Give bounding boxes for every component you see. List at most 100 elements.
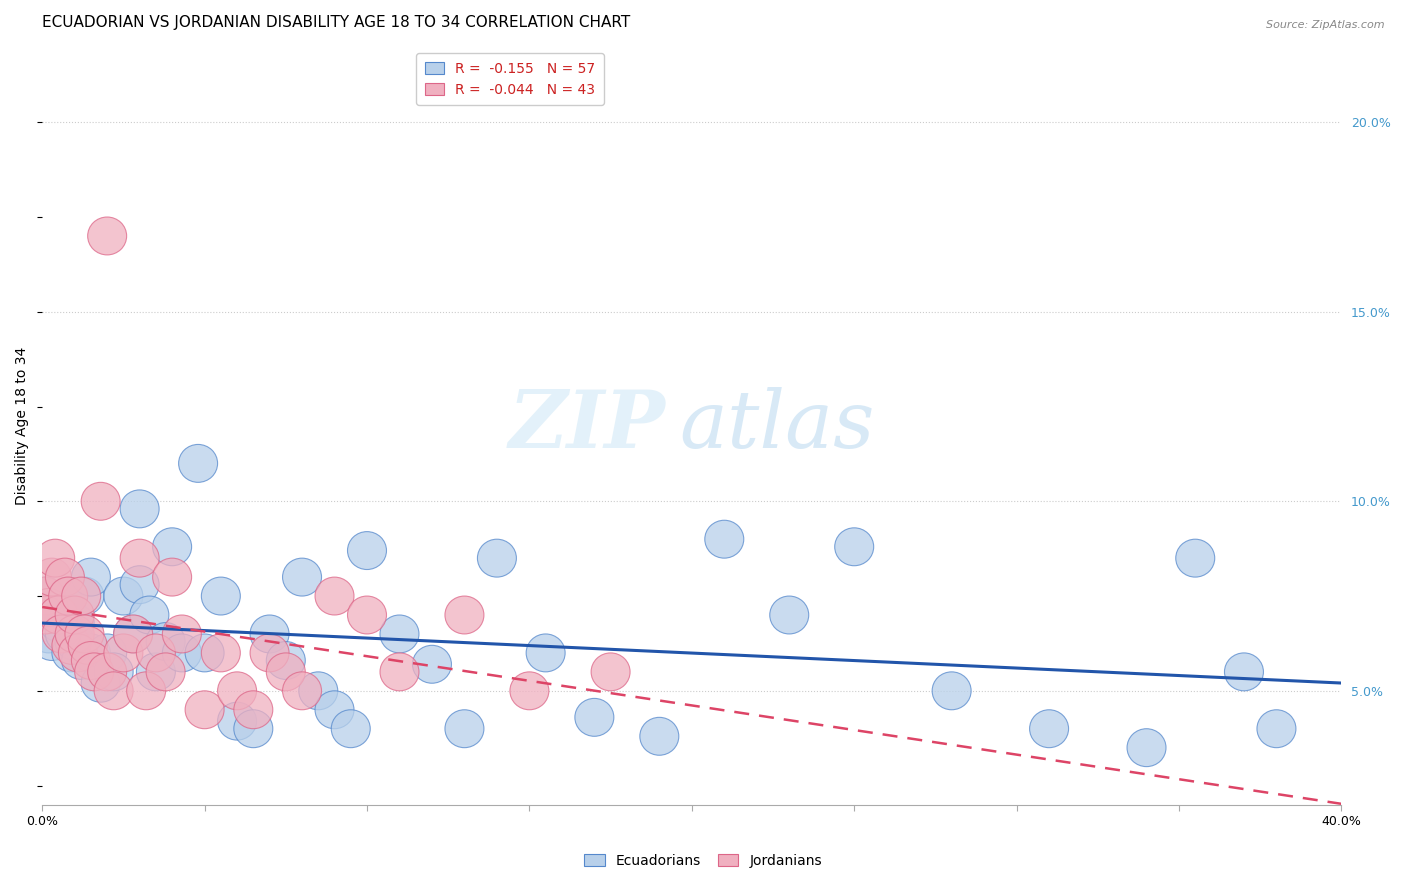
Ellipse shape: [52, 634, 91, 672]
Ellipse shape: [640, 717, 679, 756]
Ellipse shape: [704, 520, 744, 558]
Ellipse shape: [45, 615, 84, 653]
Ellipse shape: [39, 596, 77, 634]
Ellipse shape: [52, 626, 91, 665]
Ellipse shape: [87, 653, 127, 690]
Ellipse shape: [250, 634, 290, 672]
Ellipse shape: [35, 539, 75, 577]
Text: Source: ZipAtlas.com: Source: ZipAtlas.com: [1267, 20, 1385, 29]
Ellipse shape: [75, 653, 114, 690]
Ellipse shape: [201, 634, 240, 672]
Ellipse shape: [87, 217, 127, 255]
Ellipse shape: [1175, 539, 1215, 577]
Legend: R =  -0.155   N = 57, R =  -0.044   N = 43: R = -0.155 N = 57, R = -0.044 N = 43: [416, 54, 603, 105]
Ellipse shape: [266, 653, 305, 690]
Ellipse shape: [347, 596, 387, 634]
Ellipse shape: [67, 626, 107, 665]
Ellipse shape: [39, 604, 77, 641]
Ellipse shape: [1029, 710, 1069, 747]
Ellipse shape: [412, 645, 451, 683]
Ellipse shape: [25, 604, 65, 641]
Ellipse shape: [510, 672, 548, 710]
Ellipse shape: [62, 577, 101, 615]
Ellipse shape: [526, 634, 565, 672]
Ellipse shape: [62, 641, 101, 680]
Ellipse shape: [218, 702, 256, 740]
Ellipse shape: [104, 577, 143, 615]
Ellipse shape: [114, 615, 153, 653]
Ellipse shape: [94, 672, 134, 710]
Y-axis label: Disability Age 18 to 34: Disability Age 18 to 34: [15, 346, 30, 505]
Ellipse shape: [120, 539, 159, 577]
Ellipse shape: [1225, 653, 1264, 690]
Ellipse shape: [49, 577, 87, 615]
Ellipse shape: [146, 653, 186, 690]
Ellipse shape: [114, 615, 153, 653]
Ellipse shape: [25, 596, 65, 634]
Text: atlas: atlas: [679, 387, 875, 464]
Ellipse shape: [444, 710, 484, 747]
Ellipse shape: [72, 634, 111, 672]
Ellipse shape: [65, 615, 104, 653]
Ellipse shape: [55, 615, 94, 653]
Ellipse shape: [49, 577, 87, 615]
Ellipse shape: [146, 623, 186, 660]
Ellipse shape: [332, 710, 370, 747]
Ellipse shape: [30, 589, 67, 626]
Ellipse shape: [162, 634, 201, 672]
Ellipse shape: [94, 653, 134, 690]
Ellipse shape: [478, 539, 516, 577]
Ellipse shape: [233, 710, 273, 747]
Ellipse shape: [104, 634, 143, 672]
Ellipse shape: [201, 577, 240, 615]
Ellipse shape: [162, 615, 201, 653]
Ellipse shape: [127, 672, 166, 710]
Ellipse shape: [153, 528, 191, 566]
Ellipse shape: [153, 558, 191, 596]
Ellipse shape: [82, 483, 120, 520]
Ellipse shape: [266, 641, 305, 680]
Ellipse shape: [1257, 710, 1296, 747]
Ellipse shape: [87, 634, 127, 672]
Ellipse shape: [72, 641, 111, 680]
Ellipse shape: [186, 634, 224, 672]
Ellipse shape: [1128, 729, 1166, 766]
Ellipse shape: [835, 528, 873, 566]
Ellipse shape: [45, 558, 84, 596]
Ellipse shape: [59, 634, 97, 672]
Ellipse shape: [30, 615, 67, 653]
Ellipse shape: [380, 653, 419, 690]
Ellipse shape: [35, 589, 75, 626]
Ellipse shape: [55, 623, 94, 660]
Legend: Ecuadorians, Jordanians: Ecuadorians, Jordanians: [578, 848, 828, 873]
Ellipse shape: [315, 690, 354, 729]
Ellipse shape: [65, 577, 104, 615]
Ellipse shape: [444, 596, 484, 634]
Ellipse shape: [120, 566, 159, 604]
Ellipse shape: [250, 615, 290, 653]
Ellipse shape: [42, 615, 82, 653]
Ellipse shape: [25, 596, 65, 634]
Ellipse shape: [591, 653, 630, 690]
Ellipse shape: [283, 672, 322, 710]
Text: ECUADORIAN VS JORDANIAN DISABILITY AGE 18 TO 34 CORRELATION CHART: ECUADORIAN VS JORDANIAN DISABILITY AGE 1…: [42, 15, 630, 30]
Ellipse shape: [283, 558, 322, 596]
Ellipse shape: [315, 577, 354, 615]
Ellipse shape: [120, 490, 159, 528]
Ellipse shape: [55, 604, 94, 641]
Ellipse shape: [575, 698, 614, 736]
Ellipse shape: [42, 596, 82, 634]
Ellipse shape: [233, 690, 273, 729]
Ellipse shape: [25, 577, 65, 615]
Ellipse shape: [82, 665, 120, 702]
Ellipse shape: [380, 615, 419, 653]
Ellipse shape: [55, 596, 94, 634]
Ellipse shape: [218, 672, 256, 710]
Ellipse shape: [186, 690, 224, 729]
Ellipse shape: [769, 596, 808, 634]
Text: ZIP: ZIP: [509, 387, 666, 464]
Ellipse shape: [72, 558, 111, 596]
Ellipse shape: [32, 558, 72, 596]
Ellipse shape: [136, 634, 176, 672]
Ellipse shape: [299, 672, 337, 710]
